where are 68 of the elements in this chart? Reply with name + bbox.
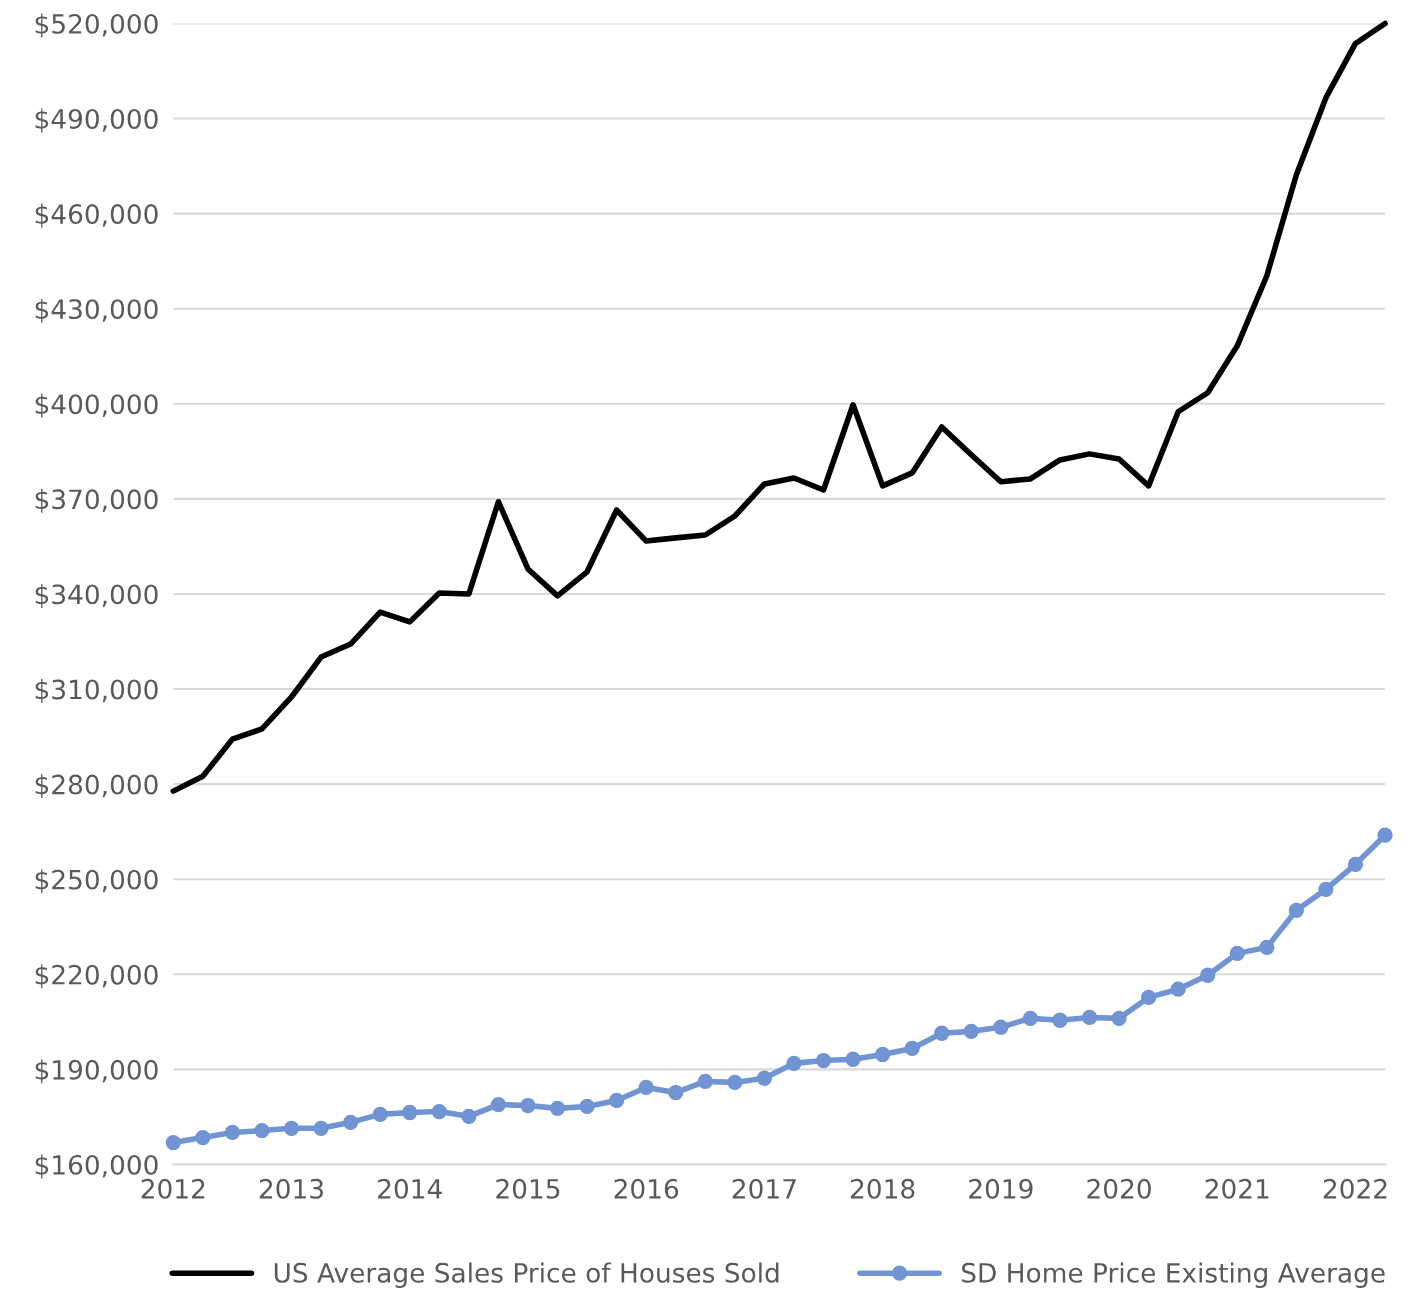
point [1111,1010,1127,1027]
point [195,1129,211,1146]
x-tick-label: 2019 [969,1178,1033,1199]
point [934,1025,950,1041]
point [608,1092,625,1109]
x-tick-label: 2020 [1087,1178,1151,1199]
y-tick-label: $250,000 [35,869,158,894]
x-tick-label: 2022 [1323,1178,1387,1199]
point [1170,981,1186,997]
point [1229,945,1245,962]
point [431,1103,447,1120]
point [372,1106,388,1123]
x-tick-label: 2021 [1205,1178,1269,1199]
point [549,1100,566,1117]
point [490,1096,507,1113]
point [845,1051,861,1067]
point [520,1097,536,1114]
point [727,1074,743,1091]
point [283,1120,300,1136]
point [1259,939,1275,956]
point [638,1079,654,1096]
legend-label: SD Home Price Existing Average [961,1262,1385,1288]
x-tick-label: 2017 [732,1178,796,1199]
point [1022,1010,1039,1027]
y-tick-label: $430,000 [35,298,158,323]
x-tick-label: 2012 [141,1178,205,1199]
point [993,1019,1009,1035]
y-tick-label: $340,000 [35,583,158,608]
point [342,1114,359,1130]
point [1081,1009,1098,1026]
point [1052,1012,1068,1028]
point [579,1098,595,1115]
point [874,1046,891,1063]
x-tick-label: 2016 [614,1178,679,1199]
y-tick-label: $400,000 [35,393,158,418]
point [1318,881,1334,898]
x-tick-label: 2013 [259,1178,323,1199]
point [1377,827,1393,843]
y-tick-label: $220,000 [35,964,158,989]
point [1288,902,1305,918]
y-tick-label: $370,000 [35,488,158,513]
point [1140,989,1157,1006]
x-tick-label: 2014 [378,1178,442,1199]
point [756,1070,773,1086]
y-tick-label: $490,000 [35,108,158,133]
point [697,1073,713,1090]
legend-label: US Average Sales Price of Houses Sold [274,1262,779,1288]
point [224,1124,241,1141]
point [461,1108,477,1124]
point [815,1052,832,1069]
point [904,1040,920,1057]
point [963,1023,979,1039]
y-tick-label: $280,000 [35,774,158,799]
y-tick-label: $520,000 [35,13,158,38]
y-tick-label: $160,000 [35,1154,158,1179]
x-tick-label: 2018 [850,1178,915,1199]
x-tick-label: 2015 [496,1178,560,1199]
point [1347,856,1364,872]
point [668,1084,684,1101]
point [254,1122,270,1139]
y-tick-label: $460,000 [35,203,158,228]
point [786,1055,802,1072]
point [1200,967,1216,983]
y-tick-label: $310,000 [35,679,158,703]
point [313,1120,329,1136]
y-tick-label: $190,000 [35,1059,158,1084]
point [165,1134,181,1151]
point [402,1104,418,1121]
